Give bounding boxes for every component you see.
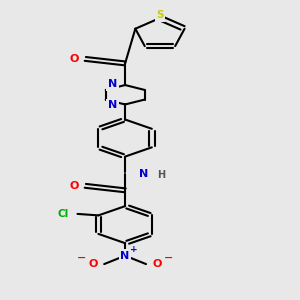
Text: O: O [70, 54, 79, 64]
Text: O: O [152, 259, 162, 269]
Text: H: H [157, 170, 165, 180]
Text: S: S [156, 10, 164, 20]
Text: Cl: Cl [58, 209, 69, 219]
Text: O: O [88, 259, 98, 269]
Text: +: + [130, 245, 138, 254]
Text: N: N [121, 251, 130, 261]
Text: N: N [140, 169, 149, 179]
Text: −: − [164, 253, 173, 263]
Text: O: O [70, 181, 79, 191]
Text: −: − [77, 253, 86, 263]
Text: N: N [108, 100, 117, 110]
Text: N: N [108, 79, 117, 89]
